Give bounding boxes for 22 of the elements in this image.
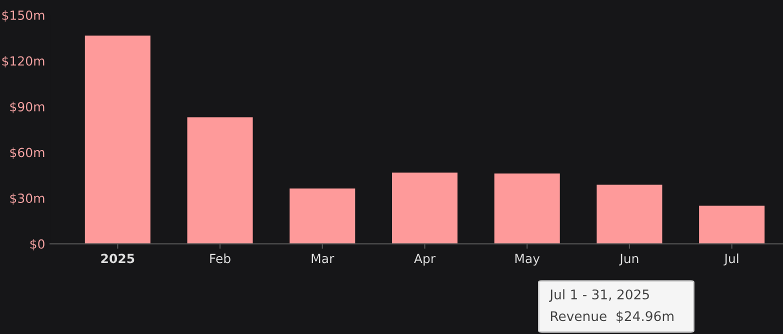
bar (290, 188, 356, 244)
y-tick-label: $30m (10, 193, 44, 205)
x-tick-label: Apr (414, 254, 436, 266)
y-tick-label: $90m (10, 102, 44, 114)
bar (392, 172, 458, 244)
x-tick-label: Jul (724, 254, 738, 266)
text: Jul 1 - 31, 2025 (548, 289, 649, 302)
x-tick-label: Jun (619, 254, 638, 266)
x-tick-label: May (515, 254, 540, 266)
bar (494, 174, 560, 244)
text: Revenue $24.96m (550, 310, 674, 323)
bar (699, 206, 765, 244)
bar (596, 184, 662, 244)
bar (84, 36, 150, 244)
y-tick-label: $150m (2, 10, 44, 22)
x-tick-label: Feb (210, 254, 230, 264)
x-tick-label: Mar (312, 254, 334, 264)
y-tick-label: $0 (30, 239, 44, 250)
y-tick-label: $120m (2, 56, 44, 68)
bar (187, 117, 253, 244)
y-tick-label: $60m (10, 148, 44, 159)
x-tick-label: 2025 (101, 254, 134, 264)
